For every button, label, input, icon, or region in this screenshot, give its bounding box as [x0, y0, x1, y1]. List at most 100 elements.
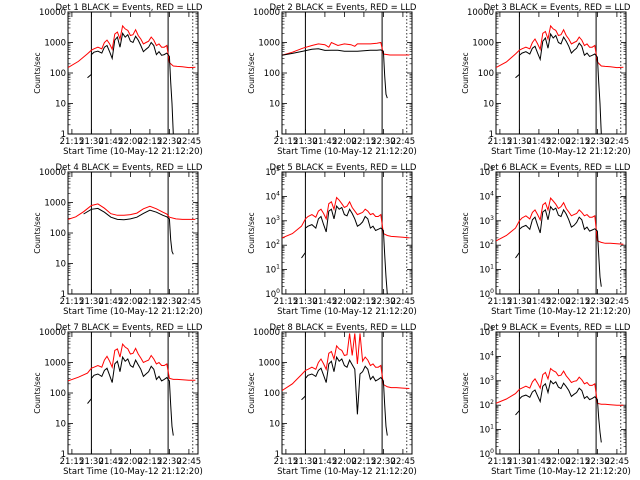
- plot-frame: [67, 11, 199, 135]
- x-axis-label: Start Time (10-May-12 21:12:20): [491, 147, 631, 157]
- y-tick-label: 100: [264, 389, 280, 399]
- series-line-events: [282, 48, 388, 99]
- series-line-events: [515, 205, 602, 287]
- series-line-events: [301, 355, 388, 436]
- x-tick-label: 22:45: [605, 137, 630, 147]
- x-tick-label: 22:15: [138, 297, 163, 307]
- x-tick-label: 22:00: [118, 457, 143, 467]
- x-tick-label: 22:45: [177, 457, 202, 467]
- x-tick-label: 22:00: [332, 297, 357, 307]
- plot-frame: [281, 331, 413, 455]
- chart-panel-5: 10010110210310410521:1521:3021:4522:0022…: [247, 163, 417, 317]
- y-tick-label: 10: [55, 100, 66, 110]
- x-tick-label: 22:30: [585, 297, 610, 307]
- y-tick-label: 103: [265, 215, 280, 227]
- x-axis-label: Start Time (10-May-12 21:12:20): [277, 467, 417, 477]
- y-tick-label: 10000: [467, 8, 494, 18]
- y-tick-label: 10000: [39, 8, 66, 18]
- x-tick-label: 22:45: [391, 457, 416, 467]
- x-tick-label: 21:30: [507, 457, 532, 467]
- series-line-lld: [496, 197, 624, 245]
- x-axis-label: Start Time (10-May-12 21:12:20): [491, 307, 631, 317]
- y-axis-label: Counts/sec: [33, 372, 42, 413]
- x-tick-label: 22:00: [118, 297, 143, 307]
- plot-frame: [495, 331, 627, 455]
- chart-title: Det 7 BLACK = Events, RED = LLD: [56, 323, 203, 333]
- x-tick-label: 21:15: [274, 297, 299, 307]
- series-line-lld: [496, 367, 624, 406]
- x-tick-label: 22:15: [566, 297, 591, 307]
- x-tick-label: 22:00: [332, 137, 357, 147]
- x-tick-label: 22:15: [352, 297, 377, 307]
- y-axis-label: Counts/sec: [461, 212, 470, 253]
- x-tick-label: 22:30: [157, 137, 182, 147]
- x-tick-label: 22:30: [371, 457, 396, 467]
- y-tick-label: 100: [478, 69, 494, 79]
- chart-title: Det 2 BLACK = Events, RED = LLD: [270, 3, 417, 13]
- x-tick-label: 21:45: [99, 457, 124, 467]
- y-tick-label: 103: [479, 375, 494, 387]
- chart-panel-2: 1 10 100 1000 10000 21:1521:3021:4522:0022:15…: [247, 3, 417, 157]
- plot-frame: [281, 11, 413, 135]
- y-tick-label: 104: [265, 190, 280, 202]
- plot-frame: [281, 171, 413, 295]
- x-tick-label: 21:45: [527, 297, 552, 307]
- chart-title: Det 6 BLACK = Events, RED = LLD: [484, 163, 631, 173]
- x-tick-label: 22:00: [546, 297, 571, 307]
- y-tick-label: 10000: [253, 328, 280, 338]
- y-tick-label: 101: [479, 264, 494, 276]
- y-tick-label: 1: [61, 450, 66, 460]
- x-tick-label: 22:15: [566, 457, 591, 467]
- series-line-events: [301, 204, 388, 294]
- x-tick-label: 22:00: [118, 137, 143, 147]
- y-tick-label: 100: [264, 69, 280, 79]
- x-tick-label: 21:15: [488, 457, 513, 467]
- y-tick-label: 1000: [472, 39, 494, 49]
- x-tick-label: 21:30: [293, 297, 318, 307]
- y-tick-label: 1: [61, 130, 66, 140]
- series-line-lld: [68, 343, 196, 382]
- x-tick-label: 22:30: [157, 457, 182, 467]
- y-tick-label: 10000: [39, 328, 66, 338]
- x-tick-label: 22:30: [157, 297, 182, 307]
- x-axis-label: Start Time (10-May-12 21:12:20): [491, 467, 631, 477]
- y-tick-label: 1: [275, 450, 280, 460]
- y-tick-label: 10000: [39, 168, 66, 178]
- series-line-lld: [282, 196, 410, 239]
- y-tick-label: 1: [489, 130, 494, 140]
- x-tick-label: 21:45: [313, 137, 338, 147]
- x-tick-label: 21:30: [507, 137, 532, 147]
- y-tick-label: 10: [55, 420, 66, 430]
- y-tick-label: 1000: [44, 39, 66, 49]
- y-tick-label: 104: [479, 190, 494, 202]
- y-axis-label: Counts/sec: [461, 372, 470, 413]
- y-axis-label: Counts/sec: [33, 52, 42, 93]
- x-tick-label: 22:30: [371, 137, 396, 147]
- x-tick-label: 21:15: [488, 137, 513, 147]
- series-line-lld: [282, 41, 410, 56]
- series-line-lld: [68, 203, 196, 220]
- x-tick-label: 22:15: [352, 137, 377, 147]
- x-tick-label: 21:15: [60, 297, 85, 307]
- plot-frame: [67, 331, 199, 455]
- x-tick-label: 21:15: [274, 137, 299, 147]
- y-tick-label: 101: [479, 424, 494, 436]
- series-line-lld: [496, 24, 624, 69]
- x-tick-label: 22:45: [391, 137, 416, 147]
- x-tick-label: 21:30: [293, 137, 318, 147]
- y-tick-label: 10: [269, 420, 280, 430]
- x-axis-label: Start Time (10-May-12 21:12:20): [63, 307, 203, 317]
- y-axis-label: Counts/sec: [247, 372, 256, 413]
- y-tick-label: 1000: [258, 39, 280, 49]
- x-tick-label: 21:15: [60, 457, 85, 467]
- x-tick-label: 21:45: [99, 297, 124, 307]
- y-tick-label: 100: [50, 229, 66, 239]
- x-tick-label: 21:15: [488, 297, 513, 307]
- y-tick-label: 1000: [44, 359, 66, 369]
- x-axis-label: Start Time (10-May-12 21:12:20): [63, 467, 203, 477]
- y-axis-label: Counts/sec: [33, 212, 42, 253]
- chart-panel-7: 1 10 100 1000 10000 21:1521:3021:4522:0022:15…: [33, 323, 203, 477]
- y-tick-label: 10: [483, 100, 494, 110]
- series-line-events: [87, 355, 174, 436]
- y-tick-label: 103: [479, 215, 494, 227]
